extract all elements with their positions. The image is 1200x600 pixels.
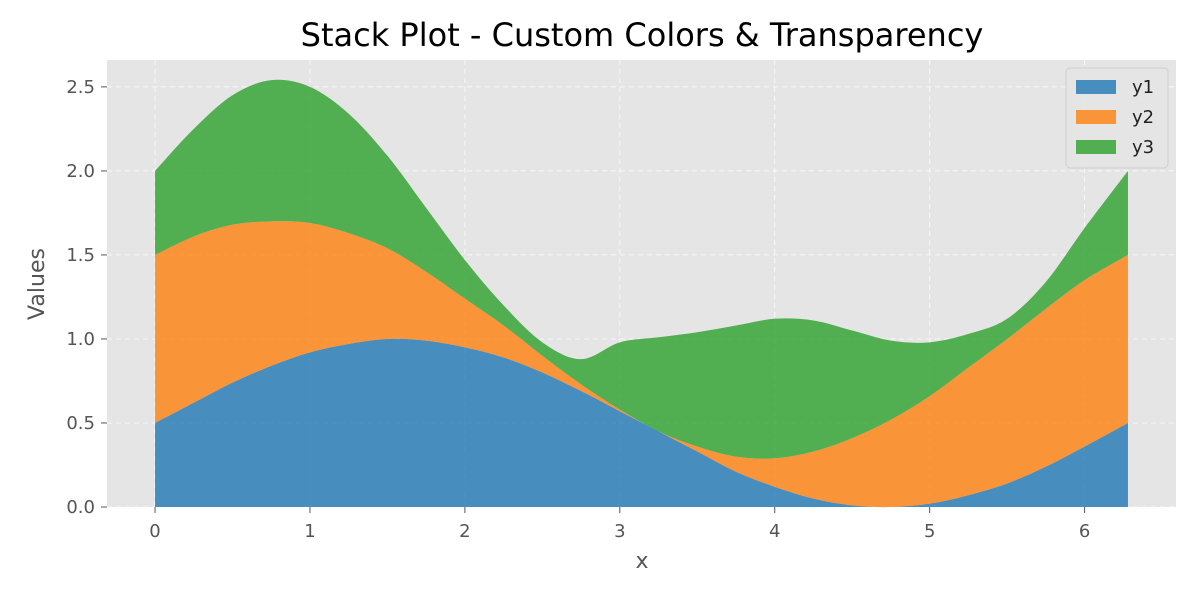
- x-tick-label: 1: [304, 521, 315, 542]
- legend-label-y2: y2: [1132, 107, 1154, 128]
- x-tick-label: 5: [924, 521, 935, 542]
- x-axis-label: x: [635, 549, 648, 574]
- x-tick-label: 2: [459, 521, 470, 542]
- area-series-y3: [155, 79, 1128, 459]
- y-axis-ticks: 0.0 0.5 1.0 1.5 2.0 2.5: [66, 77, 107, 518]
- y-tick-label: 1.5: [66, 245, 95, 266]
- y-tick-label: 2.0: [66, 161, 95, 182]
- y-tick-label: 0.5: [66, 413, 95, 434]
- legend-swatch-y2: [1076, 110, 1116, 124]
- legend-label-y3: y3: [1132, 137, 1154, 158]
- x-tick-label: 6: [1079, 521, 1090, 542]
- x-tick-label: 0: [149, 521, 160, 542]
- legend: y1 y2 y3: [1065, 67, 1169, 169]
- area-series-y1: [155, 338, 1128, 508]
- legend-swatch-y3: [1076, 140, 1116, 154]
- stacked-areas: [155, 79, 1128, 508]
- y-axis-label: Values: [25, 248, 50, 320]
- x-axis-ticks: 0 1 2 3 4 5 6: [149, 507, 1090, 542]
- chart-title: Stack Plot - Custom Colors & Transparenc…: [301, 16, 984, 54]
- area-series-y2: [155, 221, 1128, 508]
- y-tick-label: 0.0: [66, 497, 95, 518]
- legend-label-y1: y1: [1132, 77, 1154, 98]
- x-tick-label: 3: [614, 521, 625, 542]
- y-tick-label: 2.5: [66, 77, 95, 98]
- x-tick-label: 4: [769, 521, 780, 542]
- y-tick-label: 1.0: [66, 329, 95, 350]
- legend-swatch-y1: [1076, 80, 1116, 94]
